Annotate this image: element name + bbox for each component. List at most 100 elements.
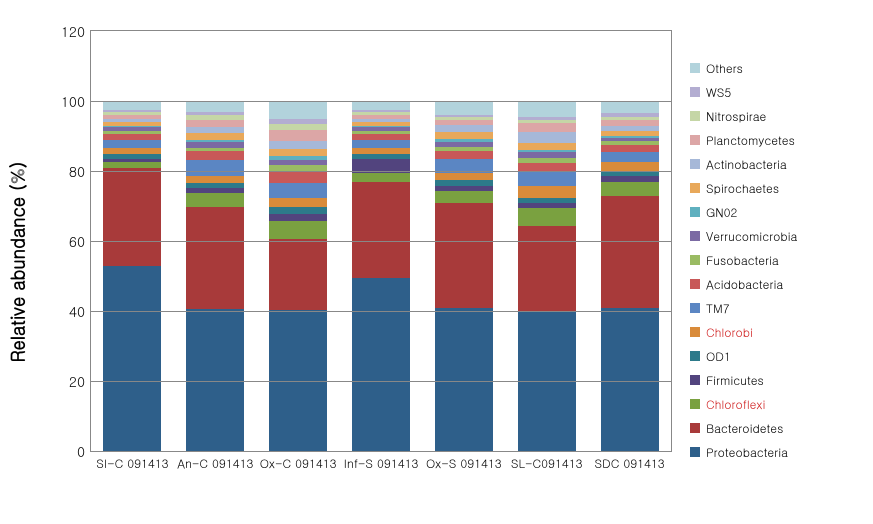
legend-item: Nitrospirae [690,104,797,128]
bar-segment [186,101,244,112]
bar-segment [103,266,161,452]
bar [269,101,327,451]
legend-marker [690,207,700,217]
x-category-label: SDC 091413 [594,451,664,472]
bar-segment [518,132,576,143]
bar-segment [186,207,244,309]
x-category-label: An-C 091413 [177,451,253,472]
bar-segment [269,207,327,214]
bar [352,101,410,451]
bar-segment [352,140,410,149]
y-tick-label: 60 [69,231,91,251]
legend-item: Proteobacteria [690,440,797,464]
legend-label: Chloroflexi [706,396,765,413]
bar [103,101,161,451]
x-category-label: Inf-S 091413 [344,451,419,472]
y-tick-label: 120 [61,21,91,41]
bar-segment [269,221,327,239]
bar-segment [435,125,493,132]
legend-item: Verrucomicrobia [690,224,797,248]
bar-segment [518,101,576,117]
bar-segment [601,308,659,452]
legend-label: Verrucomicrobia [706,228,797,245]
legend-item: Spirochaetes [690,176,797,200]
legend-item: Fusobacteria [690,248,797,272]
legend-label: WS5 [706,84,731,101]
y-gridline [91,381,671,382]
legend-label: Actinobacteria [706,156,787,173]
bar-segment [269,141,327,150]
x-category-label: Ox-C 091413 [260,451,337,472]
bar-segment [269,239,327,311]
y-tick-label: 40 [69,301,91,321]
legend-label: Bacteroidetes [706,420,783,437]
bar-segment [186,176,244,183]
legend-marker [690,111,700,121]
bar-segment [352,278,410,451]
legend-item: Chloroflexi [690,392,797,416]
legend-item: WS5 [690,80,797,104]
bar-segment [601,162,659,171]
bar-segment [186,151,244,160]
y-tick-label: 0 [77,441,91,461]
chart-container: Relative abundance (%) 020406080100120SI… [0,0,873,524]
legend-marker [690,87,700,97]
legend-label: GN02 [706,204,737,221]
legend-item: Chlorobi [690,320,797,344]
y-tick-label: 100 [61,91,91,111]
bar-segment [601,196,659,308]
bar-segment [186,120,244,127]
y-gridline [91,311,671,312]
bar-segment [435,203,493,308]
bar-segment [518,208,576,226]
bar [435,101,493,451]
bar-segment [518,143,576,150]
legend-item: Acidobacteria [690,272,797,296]
y-gridline [91,171,671,172]
bar-segment [435,191,493,203]
bar-segment [103,140,161,149]
bar-segment [435,308,493,451]
bar [186,101,244,451]
y-tick-label: 80 [69,161,91,181]
bar-segment [518,186,576,198]
legend-item: GN02 [690,200,797,224]
bar-segment [352,101,410,110]
bar-segment [269,214,327,221]
legend-marker [690,423,700,433]
bar-segment [601,152,659,163]
legend-item: Planctomycetes [690,128,797,152]
bar-segment [269,101,327,119]
bar-segment [186,160,244,176]
bar-segment [269,198,327,207]
legend-item: Others [690,56,797,80]
bar-segment [269,172,327,183]
legend-marker [690,279,700,289]
legend-marker [690,399,700,409]
bar-segment [269,183,327,199]
legend-item: Actinobacteria [690,152,797,176]
bar-segment [186,133,244,140]
legend-label: Others [706,60,743,77]
bar-segment [601,101,659,113]
bar-segment [269,130,327,141]
legend-marker [690,183,700,193]
legend-item: OD1 [690,344,797,368]
bar-segment [352,173,410,182]
y-gridline [91,241,671,242]
bar-segment [518,226,576,312]
bar-segment [435,132,493,139]
legend-marker [690,303,700,313]
legend-marker [690,447,700,457]
legend-label: Nitrospirae [706,108,766,125]
legend: Others WS5 Nitrospirae Planctomycetes Actino… [690,56,797,464]
x-category-label: SI-C 091413 [96,451,168,472]
legend-label: OD1 [706,348,731,365]
y-gridline [91,101,671,102]
bar-segment [518,123,576,132]
x-category-label: SL-C091413 [511,451,583,472]
bar-segment [435,173,493,180]
bar [518,101,576,451]
legend-item: Firmicutes [690,368,797,392]
legend-label: Spirochaetes [706,180,779,197]
